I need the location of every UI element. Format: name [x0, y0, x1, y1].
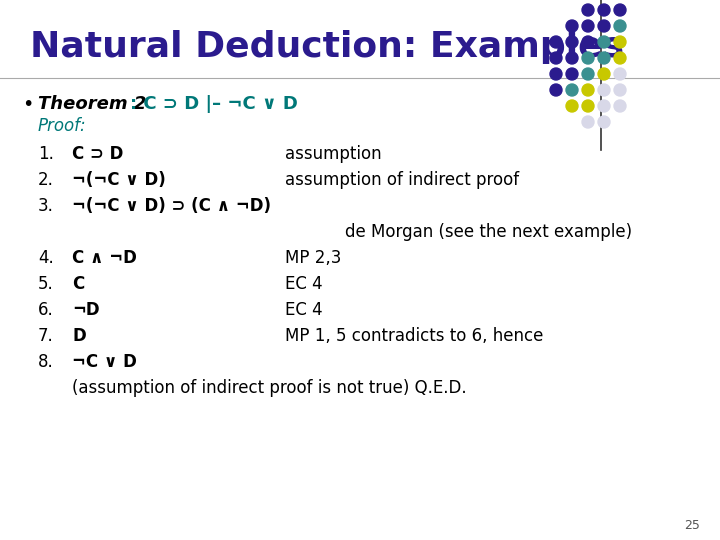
Circle shape: [614, 20, 626, 32]
Text: 8.: 8.: [38, 353, 54, 371]
Circle shape: [598, 100, 610, 112]
Text: •: •: [22, 95, 33, 114]
Text: ¬C ∨ D: ¬C ∨ D: [72, 353, 137, 371]
Circle shape: [598, 116, 610, 128]
Circle shape: [582, 4, 594, 16]
Text: Theorem 2: Theorem 2: [38, 95, 146, 113]
Circle shape: [614, 100, 626, 112]
Text: 25: 25: [684, 519, 700, 532]
Circle shape: [582, 52, 594, 64]
Text: MP 2,3: MP 2,3: [285, 249, 341, 267]
Circle shape: [582, 100, 594, 112]
Circle shape: [550, 84, 562, 96]
Text: 6.: 6.: [38, 301, 54, 319]
Circle shape: [550, 52, 562, 64]
Circle shape: [598, 20, 610, 32]
Text: C ⊃ D: C ⊃ D: [72, 145, 123, 163]
Circle shape: [598, 52, 610, 64]
Text: C: C: [72, 275, 84, 293]
Circle shape: [598, 36, 610, 48]
Text: (assumption of indirect proof is not true) Q.E.D.: (assumption of indirect proof is not tru…: [72, 379, 467, 397]
Text: 3.: 3.: [38, 197, 54, 215]
Text: Proof:: Proof:: [38, 117, 86, 135]
Circle shape: [566, 100, 578, 112]
Text: assumption of indirect proof: assumption of indirect proof: [285, 171, 519, 189]
Text: : C ⊃ D |– ¬C ∨ D: : C ⊃ D |– ¬C ∨ D: [130, 95, 298, 113]
Text: 1.: 1.: [38, 145, 54, 163]
Circle shape: [614, 68, 626, 80]
Text: de Morgan (see the next example): de Morgan (see the next example): [345, 223, 632, 241]
Text: ¬(¬C ∨ D): ¬(¬C ∨ D): [72, 171, 166, 189]
Circle shape: [582, 116, 594, 128]
Circle shape: [566, 36, 578, 48]
Text: 5.: 5.: [38, 275, 54, 293]
Circle shape: [598, 4, 610, 16]
Circle shape: [614, 84, 626, 96]
Text: 2.: 2.: [38, 171, 54, 189]
Circle shape: [582, 36, 594, 48]
Text: MP 1, 5 contradicts to 6, hence: MP 1, 5 contradicts to 6, hence: [285, 327, 544, 345]
Circle shape: [566, 20, 578, 32]
Circle shape: [550, 36, 562, 48]
Circle shape: [614, 4, 626, 16]
Text: ¬D: ¬D: [72, 301, 99, 319]
Text: EC 4: EC 4: [285, 301, 323, 319]
Circle shape: [566, 52, 578, 64]
Circle shape: [598, 84, 610, 96]
Circle shape: [566, 68, 578, 80]
Circle shape: [598, 68, 610, 80]
Text: 4.: 4.: [38, 249, 54, 267]
Text: ¬(¬C ∨ D) ⊃ (C ∧ ¬D): ¬(¬C ∨ D) ⊃ (C ∧ ¬D): [72, 197, 271, 215]
Circle shape: [614, 52, 626, 64]
Circle shape: [582, 68, 594, 80]
Text: C ∧ ¬D: C ∧ ¬D: [72, 249, 137, 267]
Text: 7.: 7.: [38, 327, 54, 345]
Circle shape: [550, 68, 562, 80]
Text: assumption: assumption: [285, 145, 382, 163]
Text: Natural Deduction: Examples: Natural Deduction: Examples: [30, 30, 624, 64]
Text: D: D: [72, 327, 86, 345]
Circle shape: [614, 36, 626, 48]
Circle shape: [566, 84, 578, 96]
Circle shape: [582, 20, 594, 32]
Circle shape: [582, 84, 594, 96]
Text: EC 4: EC 4: [285, 275, 323, 293]
